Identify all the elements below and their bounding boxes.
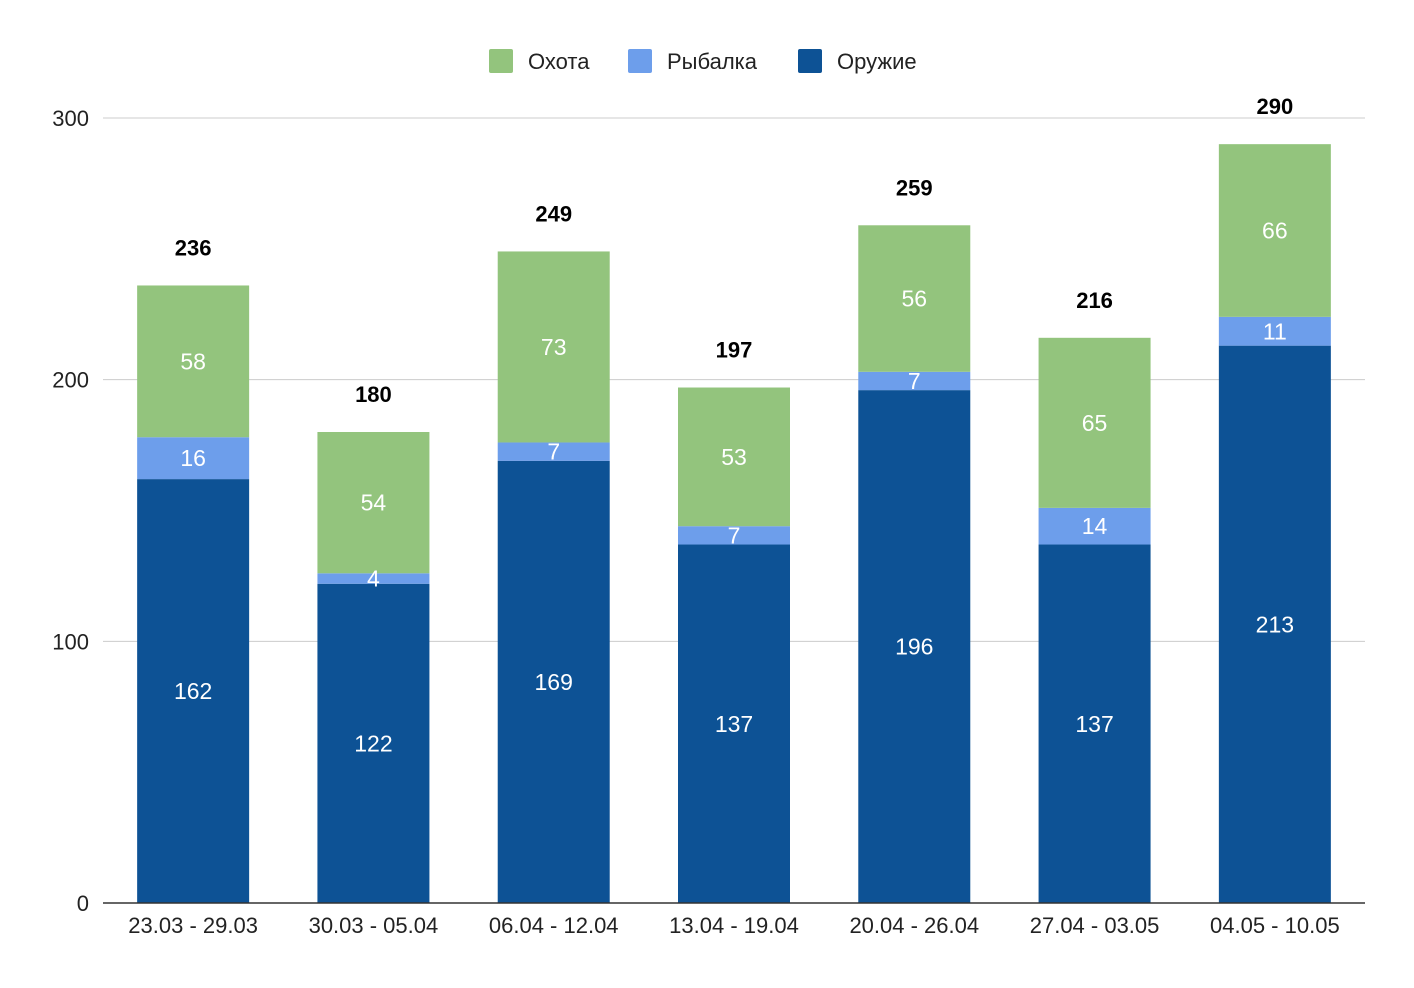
total-value-label: 259 xyxy=(896,175,933,200)
bar-segment xyxy=(497,442,610,461)
total-value-label: 236 xyxy=(175,235,212,260)
y-tick-label: 100 xyxy=(52,629,89,654)
bar-group xyxy=(1038,337,1151,903)
x-tick-label: 23.03 - 29.03 xyxy=(128,913,258,938)
bar-segment xyxy=(1038,544,1151,903)
bar-segment xyxy=(317,432,430,574)
segment-value-label: 7 xyxy=(547,439,560,465)
segment-value-label: 58 xyxy=(180,348,206,374)
bar-segment xyxy=(1218,316,1331,346)
bar-segment xyxy=(1038,507,1151,545)
bars xyxy=(137,144,1331,904)
total-value-label: 249 xyxy=(535,201,572,226)
segment-value-label: 53 xyxy=(721,444,747,470)
segment-value-label: 54 xyxy=(361,490,387,516)
legend-label: Охота xyxy=(528,49,590,74)
bar-segment xyxy=(137,285,250,438)
legend: Охота Рыбалка Оружие xyxy=(489,49,917,74)
bar-group xyxy=(678,387,790,903)
x-tick-label: 04.05 - 10.05 xyxy=(1210,913,1340,938)
segment-value-label: 4 xyxy=(367,566,380,592)
segment-value-label: 7 xyxy=(908,368,921,394)
segment-value-label: 162 xyxy=(174,678,212,704)
segment-value-label: 56 xyxy=(901,286,927,312)
bar-segment xyxy=(678,544,790,903)
x-tick-label: 13.04 - 19.04 xyxy=(669,913,799,938)
x-tick-label: 20.04 - 26.04 xyxy=(849,913,979,938)
segment-value-label: 7 xyxy=(728,522,741,548)
bar-segment xyxy=(497,460,610,903)
y-tick-label: 300 xyxy=(52,106,89,131)
segment-value-label: 169 xyxy=(535,669,573,695)
bar-segment xyxy=(497,251,610,443)
bar-group xyxy=(137,285,250,903)
bar-segment xyxy=(137,479,250,903)
total-value-label: 290 xyxy=(1256,94,1293,119)
bar-segment xyxy=(858,225,971,372)
segment-value-label: 66 xyxy=(1262,218,1288,244)
bar-segment xyxy=(678,526,790,545)
bar-segment xyxy=(678,387,790,527)
segment-value-label: 122 xyxy=(354,730,392,756)
total-value-label: 180 xyxy=(355,382,392,407)
axes: 0 100 200 300 23.03 - 29.03 30.03 - 05.04 06.0… xyxy=(52,106,1365,938)
bar-segment xyxy=(1218,345,1331,903)
bar-segment xyxy=(858,371,971,391)
bar-segment xyxy=(1218,144,1331,317)
segment-value-label: 213 xyxy=(1256,611,1294,637)
segment-value-label: 137 xyxy=(715,711,753,737)
bar-group xyxy=(1218,144,1331,903)
x-tick-label: 30.03 - 05.04 xyxy=(309,913,439,938)
y-tick-label: 0 xyxy=(77,891,89,916)
segment-value-label: 65 xyxy=(1082,410,1108,436)
segment-value-label: 16 xyxy=(180,445,206,471)
bar-group xyxy=(317,432,430,903)
total-value-label: 216 xyxy=(1076,288,1113,313)
x-tick-label: 27.04 - 03.05 xyxy=(1030,913,1160,938)
bar-group xyxy=(858,225,971,904)
bar-segment xyxy=(317,583,430,903)
segment-value-label: 73 xyxy=(541,334,567,360)
legend-swatch xyxy=(798,49,822,73)
total-value-label: 197 xyxy=(716,338,753,363)
legend-swatch xyxy=(489,49,513,73)
legend-label: Рыбалка xyxy=(667,49,758,74)
bar-segment xyxy=(317,573,430,584)
segment-value-label: 196 xyxy=(895,634,933,660)
segment-value-label: 137 xyxy=(1075,711,1113,737)
data-labels: 1621658236122454180169773249137753197196… xyxy=(174,94,1294,756)
segment-value-label: 11 xyxy=(1263,318,1287,344)
bar-segment xyxy=(858,390,971,904)
legend-swatch xyxy=(628,49,652,73)
bar-segment xyxy=(1038,337,1151,508)
bar-segment xyxy=(137,437,250,480)
segment-value-label: 14 xyxy=(1082,513,1108,539)
y-tick-label: 200 xyxy=(52,368,89,393)
x-tick-label: 06.04 - 12.04 xyxy=(489,913,619,938)
legend-label: Оружие xyxy=(837,49,917,74)
bar-group xyxy=(497,251,610,903)
